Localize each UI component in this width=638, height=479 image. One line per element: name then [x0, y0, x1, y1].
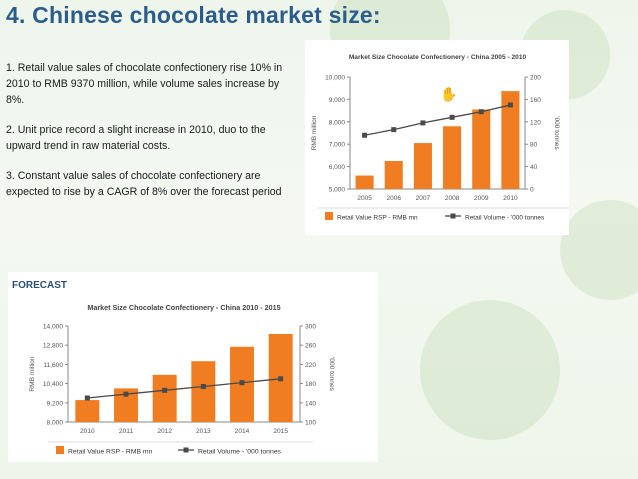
bullet-3: 3. Constant value sales of chocolate con… — [6, 170, 282, 198]
y2-tick-label: 220 — [305, 362, 316, 369]
bar — [501, 91, 520, 189]
y2-tick-label: 120 — [530, 119, 541, 126]
bar — [152, 374, 177, 422]
bar — [114, 388, 138, 422]
x-tick-label: 2005 — [357, 195, 372, 202]
volume-point — [420, 120, 426, 126]
x-tick-label: 2009 — [474, 195, 489, 202]
volume-point — [478, 109, 484, 115]
y2-axis-title: '000 tonnes — [328, 357, 335, 392]
x-tick-label: 2012 — [157, 428, 172, 435]
x-tick-label: 2014 — [235, 428, 250, 435]
y-tick-label: 5,000 — [329, 187, 346, 194]
y-tick-label: 12,800 — [43, 343, 64, 350]
y-tick-label: 7,000 — [329, 142, 346, 149]
volume-point — [123, 391, 129, 397]
x-tick-label: 2010 — [503, 195, 518, 202]
volume-point — [278, 376, 284, 382]
x-tick-label: 2011 — [119, 428, 134, 435]
y2-tick-label: 300 — [305, 324, 316, 331]
hand-cursor-icon: ✋ — [440, 86, 458, 102]
volume-line — [87, 378, 281, 399]
chart-2010-2015: FORECAST Market Size Chocolate Confection… — [8, 272, 378, 462]
slide-title: 4. Chinese chocolate market size: — [6, 2, 381, 28]
y2-tick-label: 200 — [530, 75, 541, 82]
y2-tick-label: 100 — [305, 420, 316, 427]
x-tick-label: 2010 — [80, 428, 95, 435]
legend-label-value: Retail Value RSP - RMB mn — [337, 215, 418, 222]
bar — [191, 361, 216, 422]
legend-swatch-marker — [450, 213, 456, 219]
y-tick-label: 6,000 — [329, 164, 346, 171]
background-bokeh — [560, 200, 638, 300]
bar — [355, 175, 374, 189]
bullet-1: 1. Retail value sales of chocolate confe… — [6, 62, 283, 106]
y-tick-label: 9,000 — [329, 97, 346, 104]
forecast-label: FORECAST — [12, 280, 67, 291]
y-tick-label: 10,400 — [43, 381, 64, 388]
y-tick-label: 9,200 — [46, 400, 63, 407]
x-tick-label: 2013 — [196, 428, 211, 435]
legend-label-value: Retail Value RSP - RMB mn — [68, 449, 153, 456]
y-axis-title: RMB million — [311, 115, 318, 150]
x-tick-label: 2007 — [416, 195, 431, 202]
bullet-list: 1. Retail value sales of chocolate confe… — [6, 60, 296, 214]
legend-label-volume: Retail Volume - '000 tonnes — [198, 449, 282, 456]
chart-2005-2010-svg: Market Size Chocolate Confectionery - Ch… — [311, 54, 569, 222]
x-tick-label: 2006 — [387, 195, 402, 202]
y-tick-label: 10,000 — [325, 75, 345, 82]
y2-tick-label: 140 — [305, 400, 316, 407]
y-axis-title: RMB million — [29, 356, 36, 392]
chart-title: Market Size Chocolate Confectionery - Ch… — [87, 303, 280, 312]
x-tick-label: 2015 — [273, 428, 288, 435]
y-tick-label: 14,000 — [43, 324, 64, 331]
bar — [443, 126, 462, 189]
y-tick-label: 11,600 — [43, 362, 63, 369]
chart-2010-2015-svg: FORECAST Market Size Chocolate Confection… — [12, 280, 335, 456]
volume-point — [84, 395, 90, 401]
legend-label-volume: Retail Volume - '000 tonnes — [465, 215, 545, 222]
legend-swatch-bar — [56, 446, 64, 454]
y2-tick-label: 260 — [305, 343, 316, 350]
y2-tick-label: 180 — [305, 381, 316, 388]
y2-tick-label: 40 — [530, 164, 538, 171]
bar — [472, 109, 491, 189]
volume-point — [200, 383, 206, 389]
background-bokeh — [420, 300, 560, 440]
volume-line — [364, 104, 511, 136]
y-tick-label: 8,000 — [46, 420, 63, 427]
legend-swatch-bar — [325, 212, 333, 220]
chart-title: Market Size Chocolate Confectionery - Ch… — [349, 54, 527, 61]
volume-point — [362, 132, 368, 138]
volume-point — [162, 387, 168, 393]
y2-axis-title: '000 tonnes — [553, 116, 560, 150]
y2-tick-label: 160 — [530, 97, 541, 104]
x-tick-label: 2008 — [445, 195, 460, 202]
volume-point — [239, 380, 245, 386]
volume-point — [507, 102, 513, 108]
volume-point — [449, 114, 455, 120]
volume-point — [391, 127, 397, 133]
bar — [384, 161, 403, 189]
chart-2005-2010: Market Size Chocolate Confectionery - Ch… — [305, 40, 569, 235]
legend-swatch-marker — [183, 447, 189, 453]
bullet-2: 2. Unit price record a slight increase i… — [6, 124, 266, 152]
y2-tick-label: 0 — [530, 187, 534, 194]
y-tick-label: 8,000 — [329, 119, 346, 126]
bar — [413, 143, 432, 189]
y2-tick-label: 80 — [530, 142, 538, 149]
bar — [75, 400, 100, 422]
